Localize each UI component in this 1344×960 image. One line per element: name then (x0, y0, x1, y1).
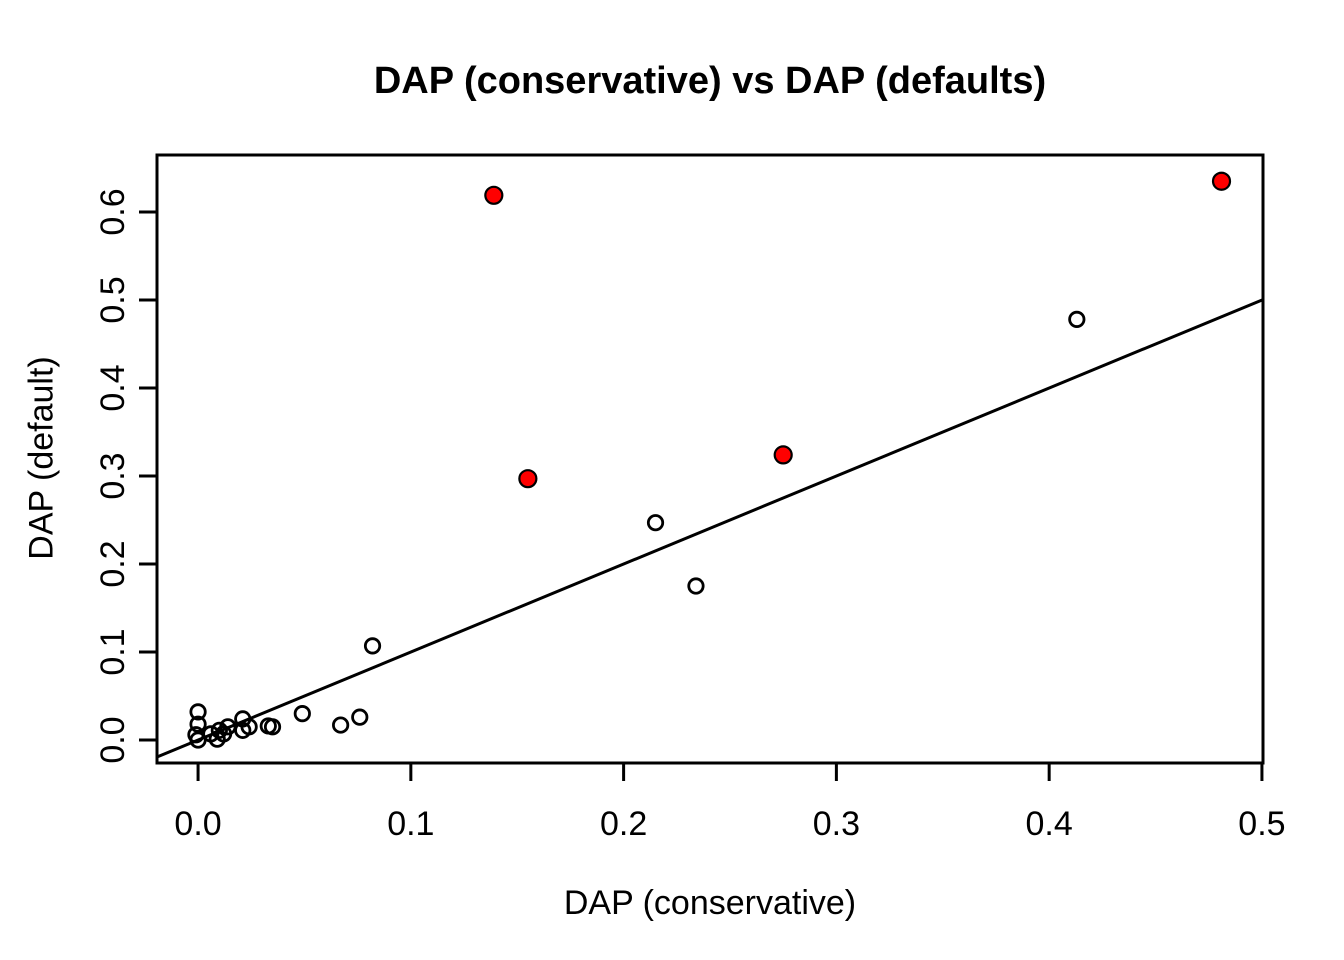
y-tick-label: 0.4 (94, 364, 132, 411)
plot-box (155, 153, 1265, 765)
y-tick-label: 0.5 (94, 276, 132, 323)
x-tick-label: 0.4 (1026, 805, 1073, 843)
x-tick-label: 0.3 (813, 805, 860, 843)
data-point-open (240, 718, 258, 736)
data-point-open (210, 721, 228, 739)
y-tick-label: 0.6 (94, 188, 132, 235)
x-tick-label: 0.1 (387, 805, 434, 843)
x-tick-label: 0.5 (1238, 805, 1285, 843)
data-point-open (687, 577, 705, 595)
x-tick-label: 0.2 (600, 805, 647, 843)
data-point-open (646, 514, 665, 532)
y-tick-label: 0.1 (94, 628, 132, 675)
y-tick-label: 0.2 (94, 540, 132, 587)
data-point-highlighted (484, 185, 504, 205)
x-tick-label: 0.0 (174, 805, 221, 843)
y-axis-label: DAP (default) (22, 356, 61, 560)
data-point-open (293, 705, 311, 723)
data-point-open (332, 716, 350, 734)
data-point-open (1068, 310, 1086, 328)
data-point-highlighted (1211, 171, 1232, 191)
chart-title: DAP (conservative) vs DAP (defaults) (373, 60, 1047, 102)
data-point-highlighted (773, 445, 793, 465)
data-point-open (189, 703, 207, 721)
data-point-open (263, 718, 282, 736)
data-point-open (351, 708, 369, 726)
y-tick-label: 0.3 (94, 452, 132, 499)
identity-line (157, 298, 1263, 759)
data-point-open (363, 637, 382, 655)
data-point-open (189, 715, 207, 733)
data-point-highlighted (518, 469, 538, 489)
y-tick-label: 0.0 (94, 716, 132, 763)
x-axis-label: DAP (conservative) (563, 884, 857, 922)
